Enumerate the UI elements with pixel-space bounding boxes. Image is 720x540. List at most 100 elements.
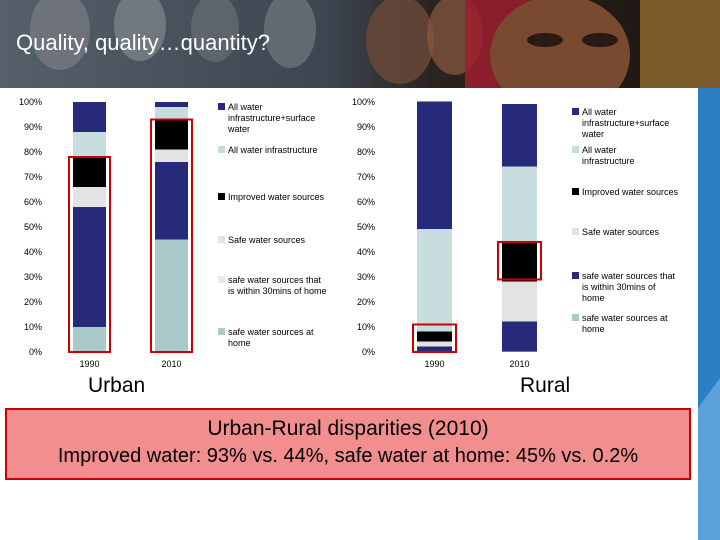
legend-label-line: home: [582, 293, 605, 303]
y-tick-label: 50%: [24, 222, 42, 232]
bar-segment: [73, 187, 106, 207]
y-tick-label: 40%: [357, 247, 375, 257]
legend-swatch: [572, 108, 579, 115]
bar-segment: [73, 102, 106, 132]
highlight-box: [150, 118, 193, 353]
bar-segment: [417, 346, 452, 352]
y-tick-label: 100%: [19, 97, 42, 107]
rural-bars: [417, 101, 537, 352]
legend-swatch: [218, 146, 225, 153]
legend-label-line: is within 30mins of: [582, 282, 656, 292]
y-tick-label: 80%: [24, 147, 42, 157]
photo-banner: [0, 0, 720, 88]
bar-segment: [417, 229, 452, 332]
y-tick-label: 30%: [357, 272, 375, 282]
legend-label: safe water sources that is within 30mins …: [228, 275, 327, 296]
y-tick-label: 70%: [357, 172, 375, 182]
urban-highlight-boxes: [68, 118, 193, 353]
legend-swatch: [218, 193, 225, 200]
y-tick-label: 20%: [24, 297, 42, 307]
legend-swatch: [572, 146, 579, 153]
bar-segment: [502, 351, 537, 352]
bar-segment: [502, 166, 537, 242]
y-tick-label: 60%: [357, 197, 375, 207]
y-tick-label: 70%: [24, 172, 42, 182]
urban-bars: [73, 102, 188, 352]
legend-label-line: All water: [228, 102, 263, 112]
legend-label: Safe water sources: [582, 227, 660, 237]
legend-label-line: All water: [582, 107, 617, 117]
bar-segment: [155, 149, 188, 162]
bar-segment: [417, 101, 452, 229]
x-tick-label: 1990: [424, 359, 444, 369]
rural-highlight-boxes: [412, 241, 542, 353]
banner-photo-graphic: [0, 0, 720, 88]
legend-swatch: [218, 103, 225, 110]
decorative-stripe: [698, 88, 720, 540]
legend-label: Improved water sources: [228, 192, 325, 202]
legend-label-line: safe water sources at: [582, 313, 668, 323]
urban-panel-label: Urban: [88, 374, 146, 397]
y-tick-label: 80%: [357, 147, 375, 157]
bar-segment: [502, 104, 537, 167]
y-tick-label: 30%: [24, 272, 42, 282]
legend-label: All water infrastructure: [228, 145, 318, 155]
y-tick-label: 60%: [24, 197, 42, 207]
legend-label-line: home: [582, 324, 605, 334]
y-tick-label: 0%: [362, 347, 375, 357]
legend-label-line: home: [228, 338, 251, 348]
bar-segment: [73, 132, 106, 157]
rural-panel-label: Rural: [520, 374, 571, 397]
y-tick-label: 90%: [24, 122, 42, 132]
y-tick-label: 20%: [357, 297, 375, 307]
bar-segment: [155, 162, 188, 240]
legend-swatch: [572, 228, 579, 235]
urban-legend: All water infrastructure+surface waterAll …: [218, 102, 327, 348]
legend-label-line: Improved water sources: [582, 187, 679, 197]
legend-swatch: [572, 272, 579, 279]
y-tick-label: 90%: [357, 122, 375, 132]
urban-y-axis: 0% 10% 20% 30% 40% 50% 60% 70% 80% 90% 100%: [19, 97, 42, 357]
legend-label: safe water sources that is within 30mins …: [582, 271, 676, 303]
x-tick-label: 1990: [79, 359, 99, 369]
legend-label-line: infrastructure: [582, 156, 635, 166]
y-tick-label: 100%: [352, 97, 375, 107]
legend-label: safe water sources at home: [228, 327, 314, 348]
legend-swatch: [572, 314, 579, 321]
bar-segment: [73, 207, 106, 327]
legend-label: All water infrastructure+surface water: [227, 102, 315, 134]
y-tick-label: 40%: [24, 247, 42, 257]
highlight-box: [497, 241, 542, 281]
highlight-box: [412, 323, 457, 353]
legend-label-line: is within 30mins of home: [228, 286, 327, 296]
x-tick-label: 2010: [509, 359, 529, 369]
legend-label: Improved water sources: [582, 187, 679, 197]
legend-label-line: Safe water sources: [228, 235, 306, 245]
bar-segment: [155, 102, 188, 107]
legend-swatch: [218, 276, 225, 283]
legend-label-line: water: [227, 124, 250, 134]
legend-label-line: infrastructure+surface: [228, 113, 315, 123]
rural-legend: All water infrastructure+surface waterAll …: [572, 107, 679, 334]
rural-x-tick-labels: 1990 2010: [424, 359, 529, 369]
legend-label-line: safe water sources that: [582, 271, 676, 281]
rural-stacked-bar-chart: 0% 10% 20% 30% 40% 50% 60% 70% 80% 90% 100% 1990 20…: [352, 97, 679, 369]
rural-y-axis: 0% 10% 20% 30% 40% 50% 60% 70% 80% 90% 100%: [352, 97, 375, 357]
bar-segment: [417, 341, 452, 347]
legend-label-line: safe water sources at: [228, 327, 314, 337]
callout-detail: Improved water: 93% vs. 44%, safe water …: [57, 445, 639, 467]
bar-segment: [502, 321, 537, 352]
legend-label-line: Improved water sources: [228, 192, 325, 202]
callout-heading: Urban-Rural disparities (2010): [207, 417, 489, 440]
y-tick-label: 0%: [29, 347, 42, 357]
legend-label-line: Safe water sources: [582, 227, 660, 237]
bar-segment: [502, 281, 537, 322]
highlight-box: [68, 156, 111, 353]
urban-stacked-bar-chart: 0% 10% 20% 30% 40% 50% 60% 70% 80% 90% 100% 1990 20…: [19, 97, 327, 369]
legend-label-line: safe water sources that: [228, 275, 322, 285]
bar-segment: [155, 239, 188, 352]
bar-segment: [73, 157, 106, 187]
bar-segment: [502, 241, 537, 282]
bar-segment: [73, 327, 106, 352]
y-tick-label: 10%: [24, 322, 42, 332]
